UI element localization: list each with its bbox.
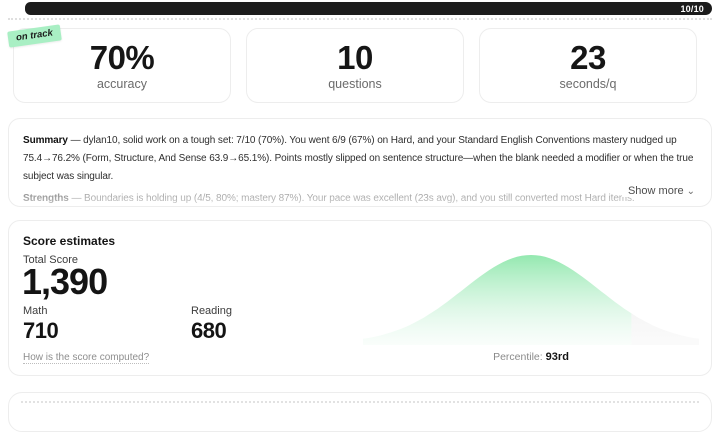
strengths-label: Strengths (23, 193, 69, 204)
reading-value: 680 (191, 318, 227, 343)
next-section-card (8, 392, 712, 432)
stats-row: 70% accuracy 10 questions 23 seconds/q (13, 28, 697, 103)
questions-value: 10 (337, 38, 373, 76)
dotted-divider-top (8, 18, 712, 20)
show-more-button[interactable]: Show more ⌄ (621, 185, 695, 197)
results-page: 10/10 on track 70% accuracy 10 questions… (7, 2, 712, 432)
percentile-curve (363, 255, 699, 345)
questions-label: questions (328, 76, 382, 91)
reading-label: Reading (191, 305, 232, 317)
progress-count: 10/10 (680, 3, 704, 14)
math-value: 710 (23, 318, 59, 343)
strengths-text: — Boundaries is holding up (4/5, 80%; ma… (68, 193, 635, 204)
total-score-label: Total Score (23, 254, 79, 266)
score-estimates-card: Score estimates Total Score 1,390 Math 7… (8, 220, 712, 376)
pace-label: seconds/q (559, 76, 617, 91)
stat-card-pace: 23 seconds/q (479, 28, 697, 103)
percentile-label: Percentile: (493, 351, 543, 363)
total-score-value: 1,390 (22, 261, 108, 302)
percentile-chart: Percentile: 93rd (363, 249, 699, 363)
stat-card-questions: 10 questions (246, 28, 464, 103)
reading-score: Reading 680 (191, 305, 232, 343)
show-more-label: Show more (627, 185, 684, 197)
percentile-caption: Percentile: 93rd (363, 351, 699, 363)
strengths-paragraph: Strengths — Boundaries is holding up (4/… (23, 190, 699, 206)
dotted-divider-bottom (21, 401, 699, 403)
pace-value: 23 (570, 38, 606, 76)
percentile-value: 93rd (545, 351, 569, 363)
progress-bar: 10/10 (25, 2, 712, 15)
score-computed-link[interactable]: How is the score computed? (23, 352, 150, 364)
accuracy-label: accuracy (96, 76, 148, 91)
summary-label: Summary (23, 135, 68, 146)
score-estimates-title: Score estimates (23, 234, 116, 248)
math-score: Math 710 (23, 305, 59, 343)
accuracy-value: 70% (89, 38, 155, 76)
chevron-down-icon: ⌄ (686, 186, 695, 197)
summary-card: Summary — dylan10, solid work on a tough… (8, 118, 712, 207)
summary-text: — dylan10, solid work on a tough set: 7/… (23, 135, 694, 182)
math-label: Math (23, 305, 48, 317)
summary-paragraph: Summary — dylan10, solid work on a tough… (23, 132, 699, 186)
stat-card-accuracy: 70% accuracy (13, 28, 231, 103)
